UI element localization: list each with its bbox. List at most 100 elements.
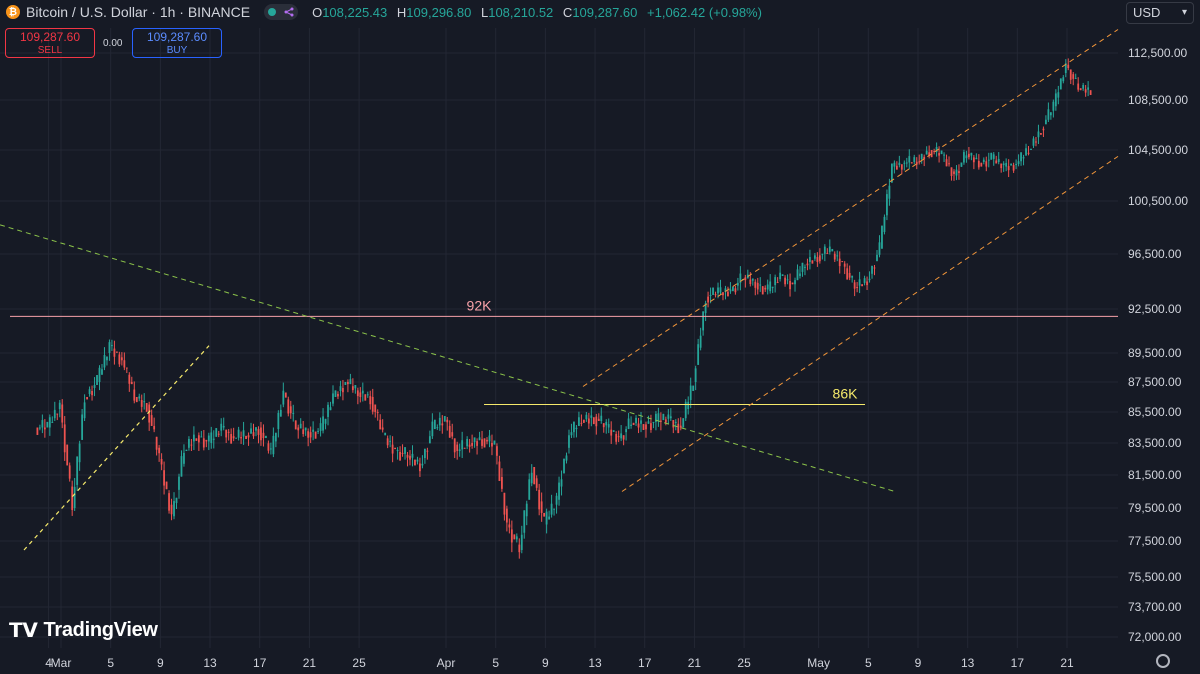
candle-body [736,282,739,286]
candle-body [568,435,570,448]
candle-body [545,511,548,525]
candle-body [148,404,151,423]
candle-body [143,401,146,403]
candle-body [342,388,344,393]
candle-body [369,396,372,405]
candle-body [669,416,672,419]
candle-body [123,360,126,368]
candle-body [53,409,56,419]
candle-body [43,427,46,430]
currency-select[interactable]: USD ▾ [1126,2,1194,24]
candle-body [404,447,406,454]
candle-body [1005,163,1008,167]
candle-body [550,503,553,515]
candle-body [575,427,578,430]
x-tick-label: 5 [865,656,872,670]
candle-body [145,403,148,412]
candle-body [997,158,1000,162]
candle-body [210,432,213,443]
candle-body [491,443,493,447]
y-tick-label: 77,500.00 [1128,534,1182,548]
candle-body [319,423,322,431]
chevron-down-icon: ▾ [1181,7,1187,18]
candle-body [456,444,459,451]
candle-body [702,311,705,331]
candle-body [607,424,610,428]
candle-body [262,432,265,439]
candle-body [359,392,362,397]
candle-body [853,282,856,289]
candle-body [1057,92,1060,98]
candle-body [379,419,382,430]
candle-body [764,287,767,290]
candle-body [498,461,501,481]
candle-body [222,425,225,428]
candle-body [856,287,859,288]
settings-gear-icon[interactable] [1156,654,1170,668]
candle-body [707,296,709,303]
buy-button[interactable]: 109,287.60 BUY [132,28,222,58]
candle-body [831,248,834,252]
candle-body [1035,141,1037,143]
candle-body [615,434,618,442]
candle-body [356,390,359,397]
candle-body [471,443,474,446]
sell-button[interactable]: 109,287.60 SELL [5,28,95,58]
candle-body [789,280,791,290]
candle-body [391,444,394,454]
candle-body [694,368,697,382]
x-tick-label: 21 [1060,656,1074,670]
candle-body [659,420,662,422]
candle-body [274,432,277,442]
candle-body [975,157,978,160]
candle-body [344,382,347,385]
candle-body [478,437,481,441]
candle-body [754,281,757,288]
candle-body [657,413,660,422]
candle-body [640,420,642,424]
candle-body [245,435,247,439]
candle-body [963,152,965,163]
candle-body [180,456,183,477]
indicator-toggle[interactable] [264,4,299,20]
candle-body [406,454,409,458]
candle-body [1012,165,1015,171]
candle-body [908,156,911,163]
candle-body [158,447,161,454]
candle-body [309,432,312,438]
candle-body [828,246,831,253]
candle-body [558,482,560,500]
candle-body [893,162,896,167]
y-tick-label: 112,500.00 [1128,46,1187,60]
candle-body [732,286,734,292]
candle-body [106,356,108,361]
candle-body [535,478,538,488]
candle-body [625,429,628,433]
candle-body [170,504,173,515]
candle-body [938,153,940,156]
candle-body [895,165,898,170]
candle-body [821,253,824,255]
candle-body [38,427,41,429]
candle-body [242,430,245,437]
chart-header: ₿ Bitcoin / U.S. Dollar · 1h · BINANCE O… [6,2,762,22]
candle-body [265,435,267,439]
candle-body [525,503,528,517]
candle-body [925,150,928,155]
candle-body [63,424,66,453]
symbol-title[interactable]: Bitcoin / U.S. Dollar · 1h · BINANCE [26,4,251,20]
x-tick-label: 5 [107,656,114,670]
candle-body [995,160,998,164]
candle-body [570,432,573,436]
candle-body [1064,63,1067,73]
candle-body [284,392,287,398]
change-value: +1,062.42 (+0.98%) [647,4,762,20]
candle-body [655,413,657,422]
candle-body [289,406,292,414]
support-trendline [23,345,210,551]
candle-body [826,252,829,254]
y-tick-label: 89,500.00 [1128,346,1182,360]
candle-body [528,479,531,500]
candle-body [332,393,334,404]
